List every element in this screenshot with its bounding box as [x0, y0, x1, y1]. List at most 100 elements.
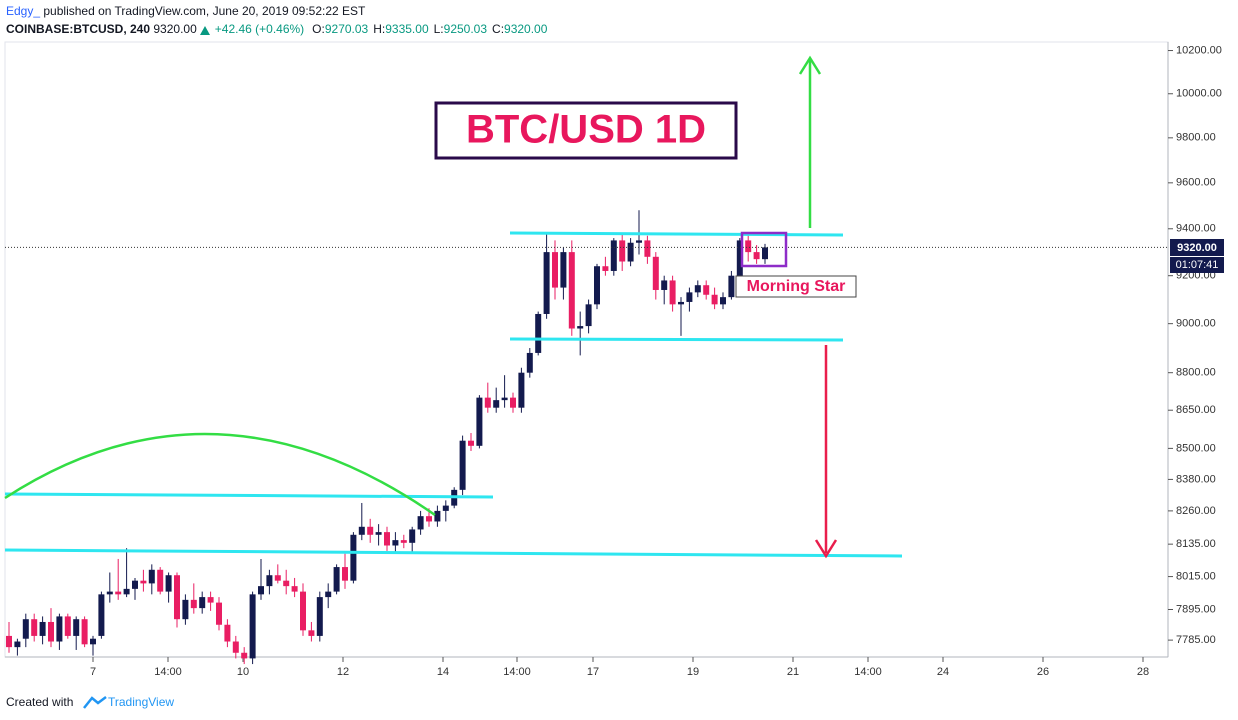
candle-body [669, 280, 676, 305]
candle-body [703, 285, 710, 295]
y-tick-label: 9600.00 [1176, 177, 1216, 189]
y-tick-label: 7895.00 [1176, 603, 1216, 615]
y-tick-label: 8015.00 [1176, 570, 1216, 582]
author: Edgy_ [6, 4, 40, 18]
y-tick-label: 8135.00 [1176, 538, 1216, 550]
candle-body [216, 602, 222, 625]
candle-body [568, 252, 575, 329]
candle-body [426, 516, 432, 522]
last-price-label: 9320.00 [1177, 242, 1217, 254]
candle-body [468, 440, 474, 446]
candle-body [459, 440, 466, 490]
resistance-line [509, 231, 844, 237]
footer-brand: TradingView [108, 695, 174, 709]
candle-body [106, 591, 113, 595]
candle-body [518, 372, 525, 408]
pattern-box [740, 231, 788, 268]
level-line [4, 492, 494, 499]
candle-body [720, 297, 726, 305]
candle-body [190, 599, 197, 609]
x-tick-label: 14:00 [503, 666, 531, 678]
change: +42.46 (+0.46%) [215, 22, 304, 36]
candle-body [602, 266, 609, 271]
candle-body [552, 252, 558, 288]
countdown-box [1170, 257, 1224, 273]
candle-body [249, 594, 256, 659]
candle-body [686, 292, 693, 302]
ohlc-label: L: [434, 22, 444, 36]
candle-body [258, 586, 264, 595]
candle-body [90, 638, 96, 645]
candle-body [627, 242, 634, 262]
candle-body [300, 591, 306, 631]
candle-body [174, 575, 180, 620]
candle-body [526, 352, 533, 373]
x-tick-label: 14 [437, 666, 449, 678]
countdown: 01:07:41 [1176, 259, 1219, 271]
ohlc-value: 9250.03 [444, 22, 488, 36]
candle-body [543, 252, 550, 314]
candle-body [644, 240, 651, 257]
candle-body [501, 397, 508, 401]
ohlc-value: 9270.03 [325, 22, 369, 36]
header-line: Edgy_ published on TradingView.com, June… [6, 4, 366, 18]
candle-body [56, 616, 63, 642]
candle-body [762, 247, 768, 260]
price: 9320.00 [153, 22, 197, 36]
symbol: COINBASE:BTCUSD, 240 [6, 22, 150, 36]
candle-body [266, 575, 273, 587]
ohlc-label: C: [492, 22, 504, 36]
symbol-line: COINBASE:BTCUSD, 240 9320.00 +42.46 (+0.4… [6, 22, 548, 36]
candle-body [182, 599, 189, 620]
support-line [509, 337, 844, 342]
candle-body [400, 540, 407, 543]
x-tick-label: 14:00 [154, 666, 182, 678]
x-tick-label: 17 [587, 666, 599, 678]
candle-body [619, 240, 626, 262]
candle-body [493, 400, 500, 408]
candle-body [64, 616, 71, 636]
annotation: Morning Star [747, 278, 846, 295]
candle-body [342, 567, 348, 581]
y-tick-label: 9400.00 [1176, 223, 1216, 235]
candle-body [661, 280, 668, 290]
candle-body [48, 621, 54, 642]
candle-body [434, 510, 441, 522]
x-tick-label: 19 [687, 666, 699, 678]
candle-body [476, 397, 483, 446]
ohlc-value: 9335.00 [385, 22, 429, 36]
candle-body [291, 586, 298, 592]
candle-body [350, 534, 357, 581]
footer-created: Created with [6, 695, 73, 709]
candle-body [652, 256, 659, 290]
candle-body [132, 580, 138, 589]
x-tick-label: 28 [1137, 666, 1149, 678]
candle-body [367, 526, 374, 535]
candle-body [333, 567, 340, 592]
candle-body [694, 285, 701, 293]
candle-body [232, 641, 239, 653]
chart-title: BTC/USD 1D [466, 108, 706, 152]
candle-body [585, 304, 592, 327]
x-tick-label: 21 [787, 666, 799, 678]
candle-body [224, 624, 231, 642]
candle-body [510, 397, 516, 408]
candle-body [594, 266, 600, 305]
y-tick-label: 7785.00 [1176, 634, 1216, 646]
x-tick-label: 24 [937, 666, 949, 678]
ohlc-value: 9320.00 [504, 22, 548, 36]
published: published on TradingView.com, June 20, 2… [43, 4, 366, 18]
candle-body [745, 240, 752, 253]
candle-body [283, 580, 290, 587]
candle-body [636, 240, 642, 243]
candle-body [31, 619, 38, 636]
candle-body [560, 252, 567, 288]
annotation-box [735, 275, 857, 298]
y-tick-label: 8500.00 [1176, 442, 1216, 454]
title-box [434, 101, 738, 160]
candle-body [241, 652, 248, 659]
candle-body [417, 516, 424, 530]
candle-body [678, 301, 684, 305]
x-tick-label: 14:00 [854, 666, 882, 678]
